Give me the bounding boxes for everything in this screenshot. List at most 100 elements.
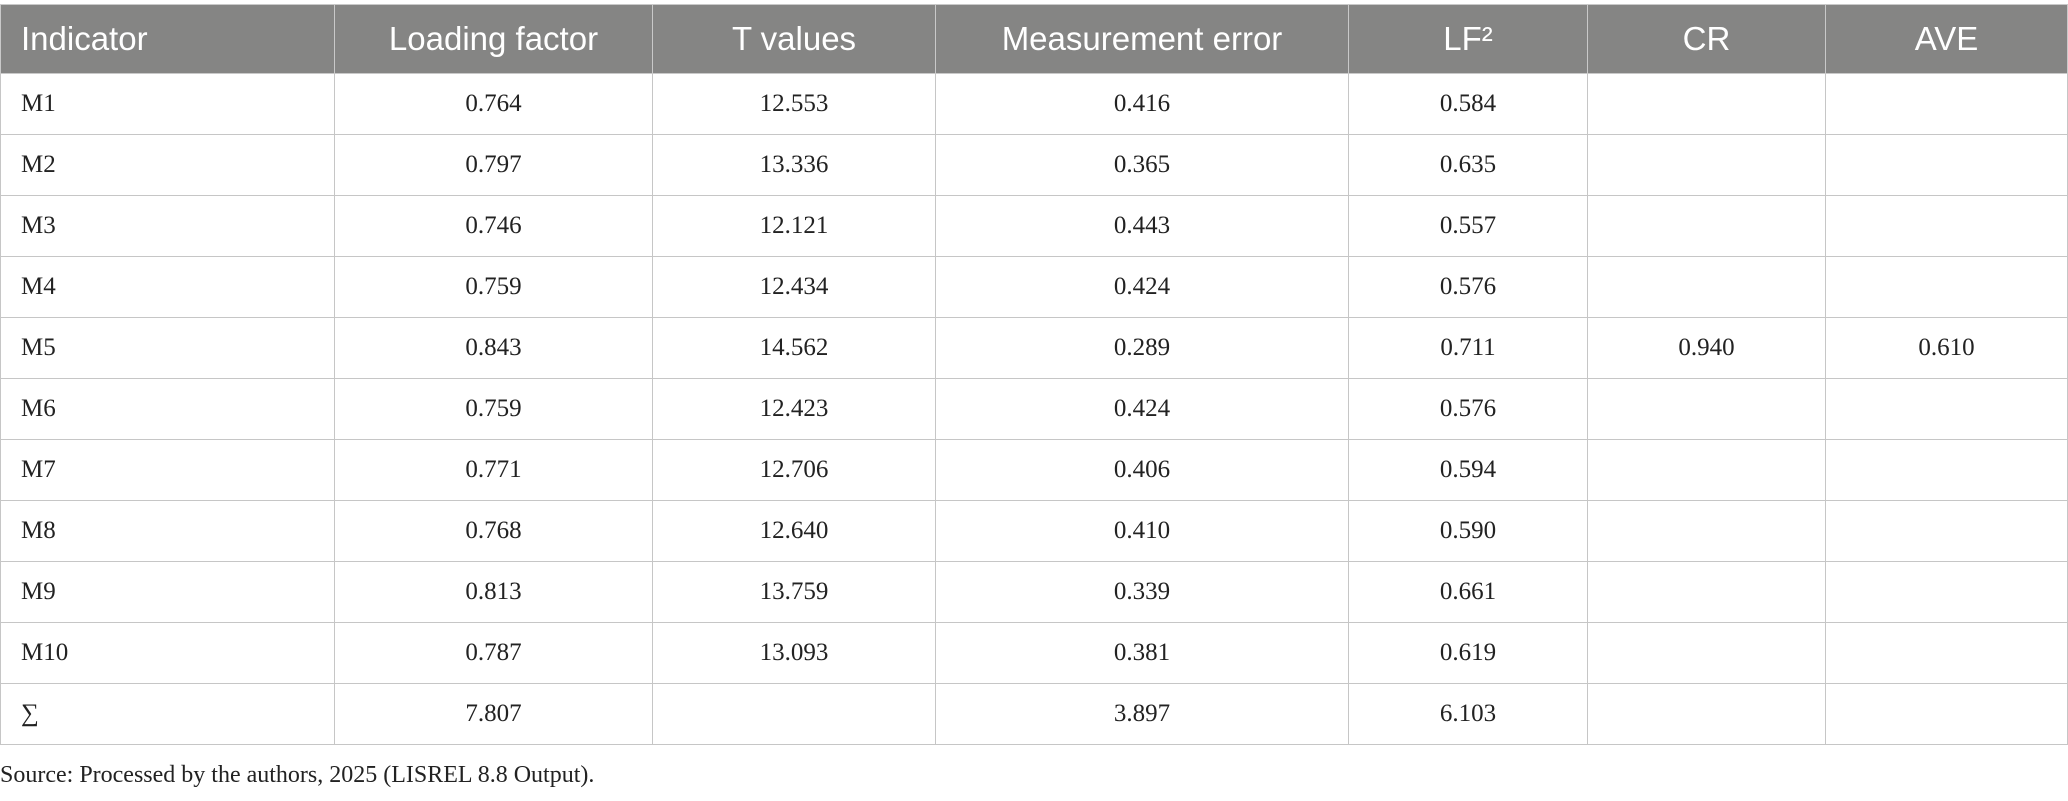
table-row: M9 0.813 13.759 0.339 0.661 bbox=[0, 561, 2068, 623]
table-row: M7 0.771 12.706 0.406 0.594 bbox=[0, 439, 2068, 501]
table-cell: 12.706 bbox=[652, 439, 936, 501]
table-cell: ∑ bbox=[0, 683, 335, 745]
header-cell: T values bbox=[652, 4, 936, 74]
table-cell: 12.121 bbox=[652, 195, 936, 257]
table-cell: M6 bbox=[0, 378, 335, 440]
table-cell bbox=[1587, 561, 1826, 623]
table-cell: 0.635 bbox=[1348, 134, 1588, 196]
table-cell bbox=[1825, 378, 2068, 440]
table-cell: M1 bbox=[0, 73, 335, 135]
table-cell bbox=[1825, 439, 2068, 501]
table-cell bbox=[1825, 195, 2068, 257]
table-cell bbox=[1587, 622, 1826, 684]
table-row: M2 0.797 13.336 0.365 0.635 bbox=[0, 134, 2068, 196]
table-cell bbox=[1587, 500, 1826, 562]
table-cell: M4 bbox=[0, 256, 335, 318]
table-cell: 13.093 bbox=[652, 622, 936, 684]
table-cell: 6.103 bbox=[1348, 683, 1588, 745]
table-cell bbox=[652, 683, 936, 745]
table-cell: 0.406 bbox=[935, 439, 1349, 501]
table-cell bbox=[1825, 500, 2068, 562]
table-cell bbox=[1587, 439, 1826, 501]
table-cell: 0.746 bbox=[334, 195, 653, 257]
table-body: M1 0.764 12.553 0.416 0.584 M2 0.797 13.336 0.36… bbox=[0, 73, 2068, 745]
table-cell: 0.797 bbox=[334, 134, 653, 196]
table-cell: 0.381 bbox=[935, 622, 1349, 684]
table-cell bbox=[1825, 561, 2068, 623]
header-cell: Loading factor bbox=[334, 4, 653, 74]
table-cell: 0.764 bbox=[334, 73, 653, 135]
table-cell: 13.759 bbox=[652, 561, 936, 623]
table-cell: 13.336 bbox=[652, 134, 936, 196]
table-row: M3 0.746 12.121 0.443 0.557 bbox=[0, 195, 2068, 257]
table-cell bbox=[1825, 134, 2068, 196]
table-cell: 7.807 bbox=[334, 683, 653, 745]
table-cell: 14.562 bbox=[652, 317, 936, 379]
table-cell: 0.365 bbox=[935, 134, 1349, 196]
table-cell: 12.640 bbox=[652, 500, 936, 562]
table-row: M6 0.759 12.423 0.424 0.576 bbox=[0, 378, 2068, 440]
table-cell: M2 bbox=[0, 134, 335, 196]
table-cell bbox=[1587, 134, 1826, 196]
table-cell bbox=[1587, 683, 1826, 745]
table-cell: 0.711 bbox=[1348, 317, 1588, 379]
table-cell: 0.768 bbox=[334, 500, 653, 562]
table-cell: 0.590 bbox=[1348, 500, 1588, 562]
table-cell: M7 bbox=[0, 439, 335, 501]
source-note: Source: Processed by the authors, 2025 (… bbox=[0, 762, 595, 788]
table-cell: M9 bbox=[0, 561, 335, 623]
table-cell: 0.661 bbox=[1348, 561, 1588, 623]
table-cell: 0.610 bbox=[1825, 317, 2068, 379]
table-cell: 0.424 bbox=[935, 256, 1349, 318]
table-cell: 0.619 bbox=[1348, 622, 1588, 684]
table-cell: 0.843 bbox=[334, 317, 653, 379]
table-cell bbox=[1825, 622, 2068, 684]
header-cell: LF² bbox=[1348, 4, 1588, 74]
table-cell: 0.289 bbox=[935, 317, 1349, 379]
table-cell: 0.424 bbox=[935, 378, 1349, 440]
table-row: M8 0.768 12.640 0.410 0.590 bbox=[0, 500, 2068, 562]
table-cell: 0.759 bbox=[334, 256, 653, 318]
table-cell bbox=[1825, 256, 2068, 318]
table-cell: 0.584 bbox=[1348, 73, 1588, 135]
table-cell: 0.339 bbox=[935, 561, 1349, 623]
data-table: Indicator Loading factor T values Measureme… bbox=[0, 4, 2068, 745]
table-cell bbox=[1587, 256, 1826, 318]
header-cell: Indicator bbox=[0, 4, 335, 74]
table-cell: 0.557 bbox=[1348, 195, 1588, 257]
header-row: Indicator Loading factor T values Measureme… bbox=[0, 4, 2068, 74]
table-cell: 0.594 bbox=[1348, 439, 1588, 501]
table-cell: 12.423 bbox=[652, 378, 936, 440]
table-row: M1 0.764 12.553 0.416 0.584 bbox=[0, 73, 2068, 135]
table-cell bbox=[1825, 73, 2068, 135]
table-cell: 0.410 bbox=[935, 500, 1349, 562]
table-cell bbox=[1587, 378, 1826, 440]
header-cell: CR bbox=[1587, 4, 1826, 74]
table-cell: 0.759 bbox=[334, 378, 653, 440]
table-cell: 0.813 bbox=[334, 561, 653, 623]
header-cell: Measurement error bbox=[935, 4, 1349, 74]
table-row: M4 0.759 12.434 0.424 0.576 bbox=[0, 256, 2068, 318]
table-cell bbox=[1587, 195, 1826, 257]
table-cell: 0.940 bbox=[1587, 317, 1826, 379]
table-cell: M3 bbox=[0, 195, 335, 257]
table-cell: 3.897 bbox=[935, 683, 1349, 745]
table-row: ∑ 7.807 3.897 6.103 bbox=[0, 683, 2068, 745]
table-cell: M10 bbox=[0, 622, 335, 684]
table-cell: M8 bbox=[0, 500, 335, 562]
table-cell bbox=[1825, 683, 2068, 745]
table-cell: 0.576 bbox=[1348, 378, 1588, 440]
table-cell: 0.771 bbox=[334, 439, 653, 501]
table-row: M10 0.787 13.093 0.381 0.619 bbox=[0, 622, 2068, 684]
table-cell: 12.553 bbox=[652, 73, 936, 135]
table-cell: 0.787 bbox=[334, 622, 653, 684]
table-cell: 0.416 bbox=[935, 73, 1349, 135]
table-cell: 12.434 bbox=[652, 256, 936, 318]
table-cell: 0.576 bbox=[1348, 256, 1588, 318]
table-cell bbox=[1587, 73, 1826, 135]
table-row: M5 0.843 14.562 0.289 0.711 0.940 0.610 bbox=[0, 317, 2068, 379]
table-cell: 0.443 bbox=[935, 195, 1349, 257]
table-cell: M5 bbox=[0, 317, 335, 379]
header-cell: AVE bbox=[1825, 4, 2068, 74]
